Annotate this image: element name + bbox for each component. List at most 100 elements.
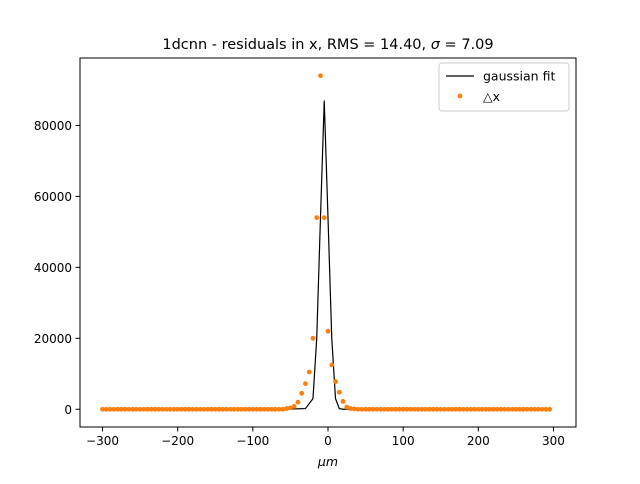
residual-point [502,406,508,412]
residual-point [374,406,380,412]
residual-point [194,406,199,412]
residual-point [235,406,241,412]
residual-point [318,73,323,79]
residual-point [513,406,519,412]
residual-point [220,406,226,412]
residual-point [118,406,124,412]
residual-point [412,406,417,412]
legend-label-gaussian-fit: gaussian fit [483,69,555,84]
y-tick-label: 20000 [34,332,72,346]
residual-point [498,406,504,412]
residual-point [509,406,515,412]
x-tick-label: 0 [324,434,332,448]
residual-point [246,406,252,412]
x-tick-label: 300 [542,434,565,448]
residual-point [205,406,211,412]
residual-point [212,406,218,412]
gaussian-fit-line [102,100,550,410]
residual-point [329,362,335,368]
residual-point [408,406,414,412]
residual-point [130,406,136,412]
residual-point [385,406,391,412]
residual-point [336,389,342,395]
residual-point [257,406,263,412]
residual-point [528,406,534,412]
residual-point [291,404,297,409]
residual-point [261,406,267,412]
residual-point [111,406,117,412]
residual-point [539,406,545,412]
residual-point [396,406,402,412]
residual-point [227,406,233,412]
residual-point [381,406,387,412]
residual-point [250,406,256,412]
residual-point [460,406,466,412]
residual-point [306,369,312,375]
residual-point [370,406,376,412]
residual-point [419,406,425,412]
x-tick-label: −100 [236,434,269,448]
residual-point [348,406,353,411]
x-tick-label: 200 [467,434,490,448]
residual-point [475,406,481,412]
residual-point [494,406,500,412]
residual-point [190,406,196,412]
residual-point [524,406,530,412]
residual-point [171,406,177,412]
residual-point [224,406,229,412]
residual-point [532,406,538,412]
residual-point [272,406,278,412]
residual-point [148,406,154,412]
residual-point [239,406,244,412]
residual-point [152,406,158,412]
residual-point [400,406,406,412]
residual-point [520,406,526,412]
legend-box [438,62,570,112]
residual-point [333,379,338,384]
residual-point [299,390,305,396]
residual-point [468,406,474,412]
residual-point [284,406,290,411]
legend: gaussian fit △x [438,62,570,112]
residual-point [479,406,485,412]
residual-point [517,406,523,412]
residual-point [363,406,368,412]
residual-point [449,406,455,412]
residual-point [160,406,166,412]
residual-point [145,406,151,412]
legend-label-delta-x: △x [483,89,500,104]
residual-point [438,406,444,412]
residual-point [141,406,147,412]
residual-point [536,406,541,412]
residual-point [310,335,316,341]
residual-point [378,406,384,412]
residual-point [427,406,432,412]
residual-point [430,406,436,412]
residual-point [351,406,357,412]
residual-point [472,406,477,412]
x-axis-ticks: −300 −200 −100 0 100 200 300 [86,427,565,448]
residual-point [107,406,113,412]
residual-point [265,406,271,412]
residual-point [182,406,188,412]
y-tick-label: 0 [64,403,72,417]
residual-point [340,399,346,404]
x-tick-label: −200 [161,434,194,448]
residual-point [137,406,143,412]
residual-point [442,406,447,412]
residual-point [115,406,120,412]
residual-point [167,406,173,412]
residual-point [423,406,429,412]
residual-point [231,406,237,412]
y-tick-label: 60000 [34,190,72,204]
x-axis-label: μm [317,454,338,469]
residual-point [216,406,222,412]
residual-point [122,406,128,412]
residual-point [325,328,331,334]
residual-point [393,406,399,412]
residual-point [457,406,462,412]
residual-point [445,406,451,412]
x-tick-label: −300 [86,434,119,448]
residual-point [156,406,162,412]
